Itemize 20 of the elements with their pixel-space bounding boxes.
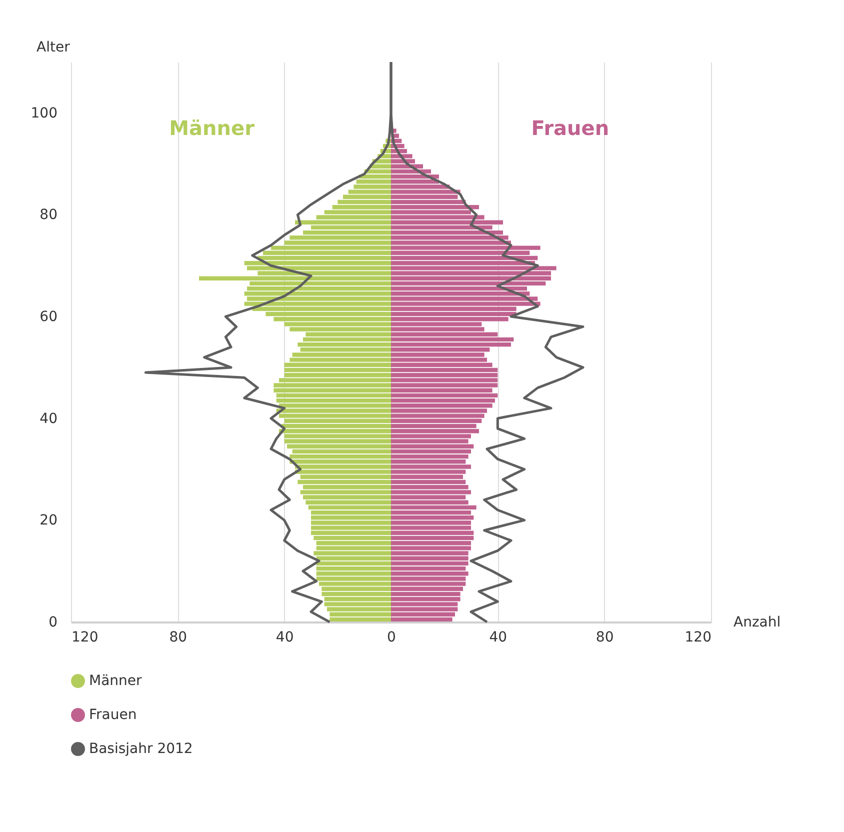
annotation: Männer (169, 116, 255, 140)
x-tick-label: 40 (276, 630, 294, 646)
legend-label: Frauen (89, 707, 137, 723)
x-axis-title: Anzahl (734, 614, 781, 630)
x-tick-label: 80 (169, 630, 188, 646)
y-tick-label: 0 (48, 614, 58, 630)
x-tick-label: 120 (72, 630, 98, 646)
y-tick-label: 20 (40, 512, 58, 529)
x-tick-label: 0 (387, 630, 396, 646)
y-tick-label: 100 (30, 105, 58, 122)
y-tick-label: 80 (40, 207, 58, 224)
legend-label: Männer (89, 673, 142, 689)
y-axis-title: Alter (36, 40, 70, 56)
y-tick-label: 40 (40, 410, 58, 427)
y-tick-label: 60 (40, 309, 58, 326)
x-tick-label: 80 (596, 630, 614, 646)
x-tick-label: 40 (489, 630, 508, 646)
legend-label: Basisjahr 2012 (89, 741, 193, 757)
x-tick-label: 120 (684, 630, 712, 646)
annotation: Frauen (531, 116, 610, 140)
